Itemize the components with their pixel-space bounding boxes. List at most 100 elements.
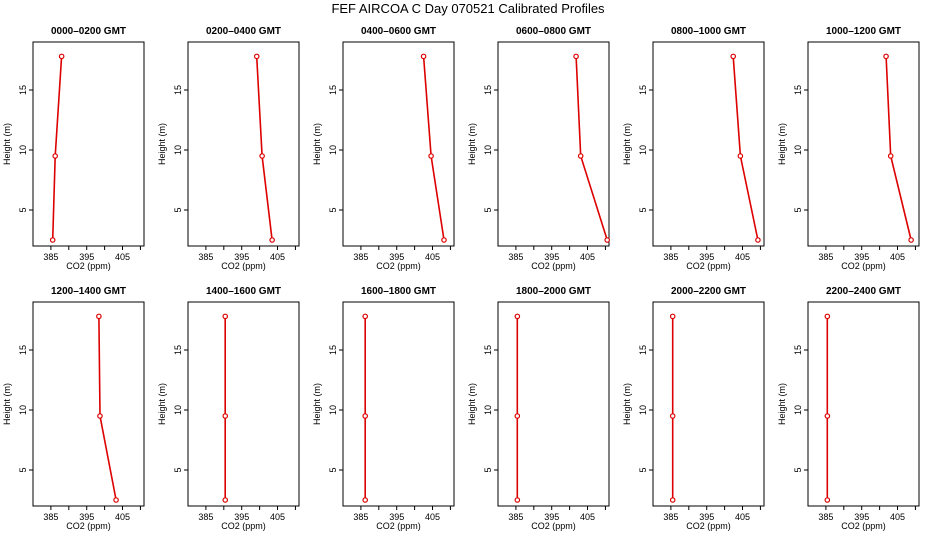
x-tick-label: 395: [79, 512, 94, 522]
x-tick-label: 385: [508, 512, 523, 522]
x-axis-label: CO2 (ppm): [686, 521, 731, 531]
y-tick-label: 10: [173, 405, 183, 415]
panel-title: 1800–2000 GMT: [516, 286, 591, 297]
co2-data-point: [222, 413, 229, 419]
plot-frame: [807, 301, 920, 507]
x-axis-label: CO2 (ppm): [221, 521, 266, 531]
y-tick-label: 10: [793, 145, 803, 155]
y-axis-label: Height (m): [777, 123, 787, 165]
co2-profile-line: [732, 56, 759, 241]
y-tick-label: 5: [638, 467, 648, 472]
plot-frame: [652, 41, 765, 247]
x-axis-label: CO2 (ppm): [66, 521, 111, 531]
y-axis-label: Height (m): [2, 383, 12, 425]
x-axis-label: CO2 (ppm): [531, 261, 576, 271]
co2-data-point: [58, 53, 65, 60]
y-axis-label: Height (m): [622, 123, 632, 165]
co2-data-point: [514, 497, 521, 503]
co2-data-point: [97, 413, 103, 419]
plot-frame: [497, 301, 610, 507]
y-tick-label: 5: [793, 467, 803, 472]
y-tick-label: 5: [173, 207, 183, 212]
y-axis-label: Height (m): [312, 383, 322, 425]
co2-data-point: [49, 237, 56, 243]
y-tick-label: 15: [638, 345, 648, 355]
plot-frame: [497, 41, 610, 247]
y-tick-label: 5: [328, 207, 338, 212]
co2-data-point: [737, 153, 744, 159]
plot-frame: [342, 301, 455, 507]
x-tick-label: 405: [580, 252, 595, 262]
x-axis-label: CO2 (ppm): [841, 521, 886, 531]
y-tick-label: 5: [18, 467, 28, 472]
y-tick-label: 10: [793, 405, 803, 415]
x-axis-label: CO2 (ppm): [376, 261, 421, 271]
x-tick-label: 395: [854, 252, 869, 262]
y-tick-label: 10: [18, 145, 28, 155]
x-axis-label: CO2 (ppm): [841, 261, 886, 271]
y-tick-label: 15: [328, 345, 338, 355]
co2-data-point: [269, 237, 275, 243]
co2-profile-line: [885, 56, 912, 241]
x-tick-label: 385: [508, 252, 523, 262]
x-tick-label: 405: [425, 512, 440, 522]
y-axis-label: Height (m): [312, 123, 322, 165]
panel-title: 1400–1600 GMT: [206, 286, 281, 297]
x-tick-label: 385: [353, 512, 368, 522]
x-tick-label: 395: [854, 512, 869, 522]
chart-panel-2: 0200–0400 GMT 385 395 405 5 10 15 CO2 (ppm) Heig…: [157, 26, 300, 271]
co2-profile-line: [98, 316, 117, 501]
co2-data-point: [514, 413, 521, 419]
plot-frame: [187, 41, 300, 247]
x-tick-label: 405: [890, 512, 905, 522]
y-tick-label: 5: [793, 207, 803, 212]
x-tick-label: 405: [425, 252, 440, 262]
y-tick-label: 15: [18, 85, 28, 95]
x-axis-label: CO2 (ppm): [221, 261, 266, 271]
chart-panel-8: 1400–1600 GMT 385 395 405 5 10 15 CO2 (ppm) Heig…: [157, 286, 300, 531]
x-tick-label: 385: [663, 512, 678, 522]
co2-data-point: [428, 153, 434, 159]
co2-data-point: [96, 313, 102, 320]
x-tick-label: 405: [735, 252, 750, 262]
x-tick-label: 395: [544, 252, 559, 262]
co2-data-point: [259, 153, 265, 159]
chart-panel-1: 0000–0200 GMT 385 395 405 5 10 15 CO2 (ppm) Heig…: [2, 26, 145, 271]
co2-data-point: [908, 237, 914, 243]
y-tick-label: 5: [173, 467, 183, 472]
y-tick-label: 5: [328, 467, 338, 472]
x-tick-label: 405: [890, 252, 905, 262]
chart-panel-6: 1000–1200 GMT 385 395 405 5 10 15 CO2 (ppm) Heig…: [777, 26, 920, 271]
panel-title: 0600–0800 GMT: [516, 26, 591, 37]
x-tick-label: 405: [270, 512, 285, 522]
y-tick-label: 10: [483, 145, 493, 155]
co2-data-point: [604, 237, 611, 243]
x-tick-label: 385: [198, 252, 213, 262]
co2-data-point: [755, 237, 761, 243]
panel-title: 1000–1200 GMT: [826, 26, 901, 37]
chart-panel-11: 2000–2200 GMT 385 395 405 5 10 15 CO2 (ppm) Heig…: [622, 286, 765, 531]
co2-data-point: [573, 53, 579, 60]
co2-data-point: [824, 413, 831, 419]
y-tick-label: 10: [173, 145, 183, 155]
chart-panel-12: 2200–2400 GMT 385 395 405 5 10 15 CO2 (ppm) Heig…: [777, 286, 920, 531]
co2-data-point: [113, 497, 119, 503]
panel-title: 2200–2400 GMT: [826, 286, 901, 297]
co2-data-point: [362, 313, 369, 320]
y-tick-label: 15: [793, 85, 803, 95]
x-tick-label: 395: [234, 512, 249, 522]
chart-panel-7: 1200–1400 GMT 385 395 405 5 10 15 CO2 (ppm) Heig…: [2, 286, 145, 531]
y-tick-label: 15: [483, 85, 493, 95]
plot-frame: [652, 301, 765, 507]
figure-title: FEF AIRCOA C Day 070521 Calibrated Profi…: [331, 1, 605, 16]
panel-title: 0800–1000 GMT: [671, 26, 746, 37]
x-axis-label: CO2 (ppm): [531, 521, 576, 531]
y-tick-label: 15: [173, 85, 183, 95]
x-tick-label: 385: [43, 512, 58, 522]
y-tick-label: 10: [638, 405, 648, 415]
y-tick-label: 15: [18, 345, 28, 355]
co2-data-point: [577, 153, 584, 159]
y-tick-label: 15: [173, 345, 183, 355]
x-tick-label: 395: [389, 512, 404, 522]
